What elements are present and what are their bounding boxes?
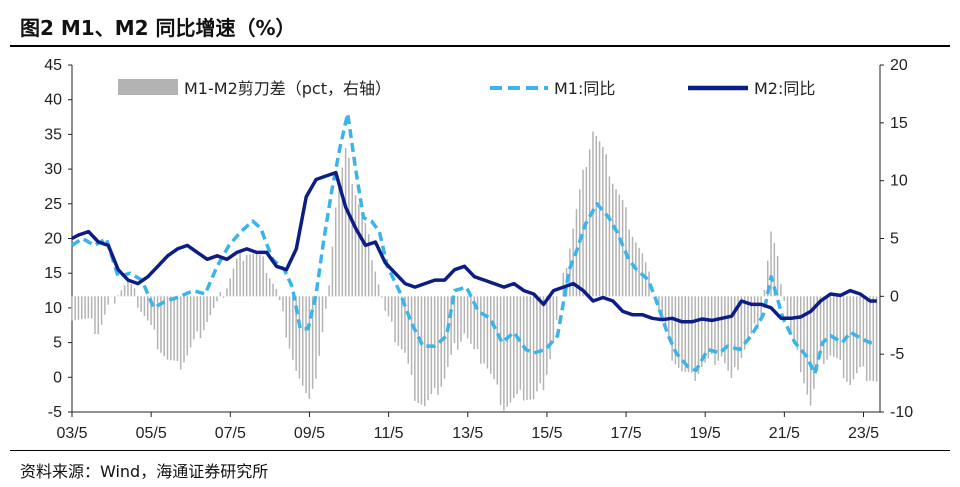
- m1-line: [70, 111, 877, 376]
- legend-label-m1: M1:同比: [554, 79, 615, 98]
- y-right-tick-label: 20: [890, 57, 908, 74]
- x-tick-label: 15/5: [531, 425, 562, 442]
- y-right-tick-label: -5: [890, 346, 904, 363]
- y-right-tick-label: -10: [890, 404, 913, 421]
- y-right-tick-label: 0: [890, 288, 899, 305]
- y-left-tick-label: 5: [53, 335, 62, 352]
- x-tick-label: 05/5: [136, 425, 167, 442]
- y-left-tick-label: 45: [44, 57, 62, 74]
- x-tick-label: 03/5: [56, 425, 87, 442]
- y-left-tick-label: 35: [44, 126, 62, 143]
- y-right-tick-label: 5: [890, 231, 899, 248]
- y-left-tick-label: 0: [53, 369, 62, 386]
- y-left-tick-label: 25: [44, 196, 62, 213]
- legend-label-gap: M1-M2剪刀差（pct，右轴）: [184, 79, 391, 98]
- title-divider: [10, 45, 950, 47]
- legend-label-m2: M2:同比: [754, 79, 815, 98]
- y-left-tick-label: 15: [44, 265, 62, 282]
- x-tick-label: 19/5: [690, 425, 721, 442]
- x-tick-label: 11/5: [374, 425, 404, 442]
- y-left-tick-label: 10: [44, 300, 62, 317]
- footer-divider: [10, 450, 950, 451]
- chart-title: 图2 M1、M2 同比增速（%）: [20, 16, 296, 40]
- x-tick-label: 09/5: [294, 425, 325, 442]
- y-left-tick-label: 30: [44, 161, 62, 178]
- x-tick-label: 07/5: [215, 425, 246, 442]
- y-right-tick-label: 15: [890, 115, 908, 132]
- m2-line: [71, 170, 877, 324]
- x-tick-label: 17/5: [610, 425, 641, 442]
- y-right-tick-label: 10: [890, 173, 908, 190]
- x-tick-label: 21/5: [769, 425, 800, 442]
- x-tick-label: 13/5: [452, 425, 483, 442]
- x-tick-label: 23/5: [848, 425, 879, 442]
- y-left-tick-label: 20: [44, 231, 62, 248]
- y-left-tick-label: 40: [44, 92, 62, 109]
- y-left-tick-label: -5: [48, 404, 62, 421]
- source-note: 资料来源：Wind，海通证券研究所: [20, 462, 269, 481]
- legend-swatch-gap: [118, 79, 178, 95]
